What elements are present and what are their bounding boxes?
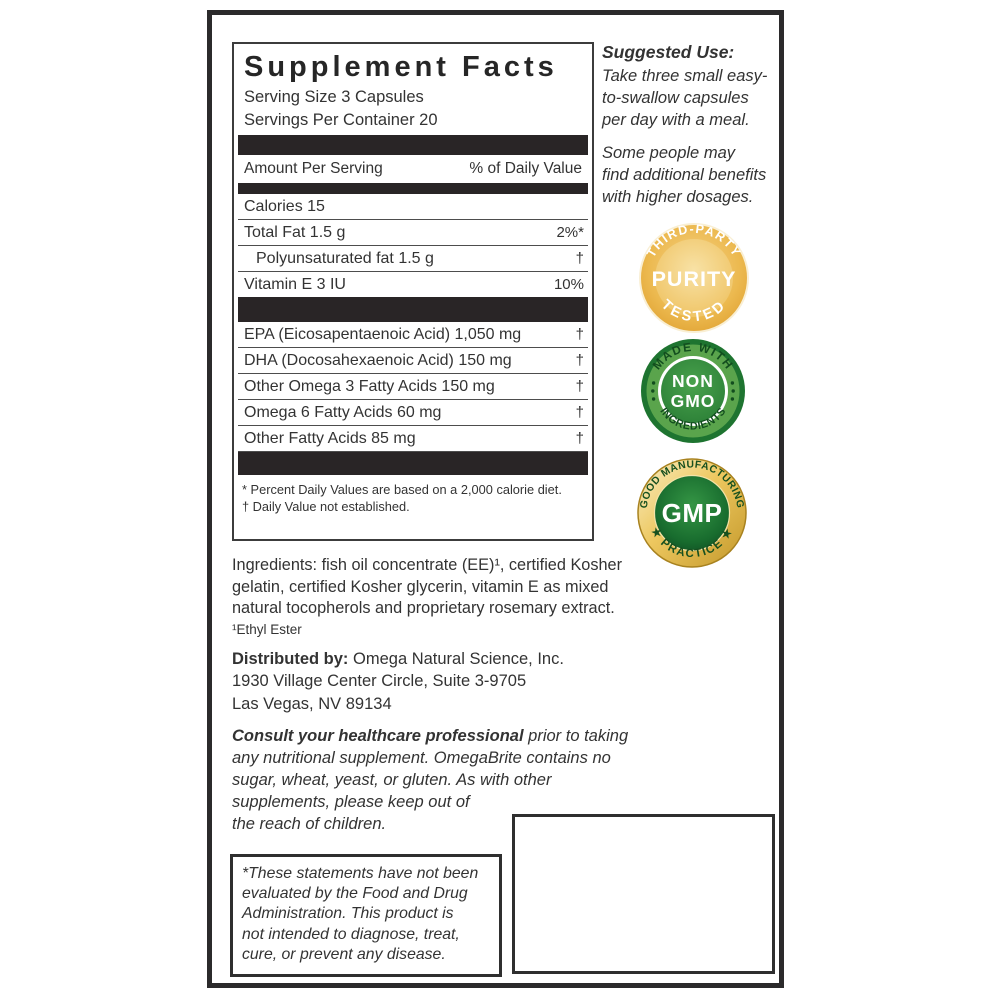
- non-gmo-badge-icon: MADE WITH NON GMO INGREDIENTS: [641, 339, 745, 443]
- facts-header-row: Amount Per Serving % of Daily Value: [238, 155, 588, 183]
- distributed-by-heading: Distributed by:: [232, 650, 349, 668]
- suggested-use-paragraph-2: Some people may find additional benefits…: [602, 144, 767, 206]
- nutrient-row-calories: Calories 15: [238, 194, 588, 220]
- servings-per-container: Servings Per Container 20: [244, 111, 438, 129]
- distributed-by-section: Distributed by: Omega Natural Science, I…: [232, 648, 694, 715]
- suggested-use-paragraph-1: Take three small easy- to-swallow capsul…: [602, 67, 768, 129]
- divider-bar-thin: [238, 183, 588, 194]
- ethyl-ester-footnote: ¹Ethyl Ester: [232, 622, 302, 638]
- nutrient-row-omega6: Omega 6 Fatty Acids 60 mg †: [238, 400, 588, 426]
- purity-center-text: PURITY: [652, 267, 737, 291]
- facts-footnotes: * Percent Daily Values are based on a 2,…: [234, 475, 592, 524]
- third-party-purity-tested-badge-icon: THIRD-PARTY PURITY TESTED: [639, 222, 749, 333]
- divider-bar-thick: [238, 135, 588, 155]
- consult-text: prior to taking any nutritional suppleme…: [232, 727, 629, 833]
- nutrient-row-other-fatty-acids: Other Fatty Acids 85 mg †: [238, 426, 588, 452]
- daily-value-header: % of Daily Value: [469, 160, 582, 177]
- non-gmo-center-line1: NON: [672, 371, 714, 391]
- fda-disclaimer-box: *These statements have not been evaluate…: [230, 854, 502, 977]
- nutrient-row-other-omega3: Other Omega 3 Fatty Acids 150 mg †: [238, 374, 588, 400]
- blank-box: [512, 814, 775, 974]
- ingredients-text: Ingredients: fish oil concentrate (EE)¹,…: [232, 556, 623, 618]
- label-frame: Supplement Facts Serving Size 3 Capsules…: [207, 10, 784, 988]
- consult-lead: Consult your healthcare professional: [232, 727, 524, 745]
- nutrient-row-total-fat: Total Fat 1.5 g 2%*: [238, 220, 588, 246]
- non-gmo-center-line2: GMO: [671, 391, 716, 411]
- non-gmo-dots: [651, 381, 735, 401]
- fda-disclaimer-text: *These statements have not been evaluate…: [242, 865, 479, 963]
- nutrient-row-epa: EPA (Eicosapentaenoic Acid) 1,050 mg †: [238, 322, 588, 348]
- nutrient-row-dha: DHA (Docosahexaenoic Acid) 150 mg †: [238, 348, 588, 374]
- footnote-daily-values: * Percent Daily Values are based on a 2,…: [242, 482, 562, 497]
- gmp-badge-icon: GOOD MANUFACTURING GMP ★ PRACTICE ★: [637, 458, 747, 568]
- divider-bar-thick: [238, 297, 588, 322]
- gmp-center-text: GMP: [662, 498, 723, 528]
- suggested-use-section: Suggested Use: Take three small easy- to…: [602, 42, 780, 209]
- serving-size: Serving Size 3 Capsules: [244, 88, 424, 106]
- suggested-use-heading: Suggested Use:: [602, 42, 735, 62]
- supplement-facts-panel: Supplement Facts Serving Size 3 Capsules…: [232, 42, 594, 541]
- nutrient-row-vitamin-e: Vitamin E 3 IU 10%: [244, 276, 584, 293]
- divider-bar-thick: [238, 452, 588, 475]
- consult-paragraph: Consult your healthcare professional pri…: [232, 726, 684, 836]
- ingredients-section: Ingredients: fish oil concentrate (EE)¹,…: [232, 555, 694, 637]
- amount-per-serving-header: Amount Per Serving: [244, 160, 383, 177]
- footnote-dagger: † Daily Value not established.: [242, 498, 410, 514]
- distributed-by-address: Omega Natural Science, Inc. 1930 Village…: [232, 650, 564, 713]
- facts-title: Supplement Facts: [244, 51, 558, 83]
- nutrient-row-polyunsaturated-fat: Polyunsaturated fat 1.5 g †: [238, 246, 588, 272]
